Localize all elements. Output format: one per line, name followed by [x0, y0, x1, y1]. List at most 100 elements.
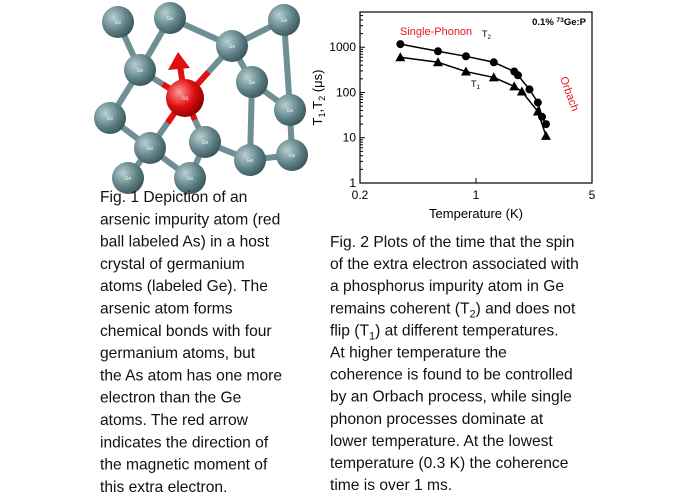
series-line — [400, 56, 547, 137]
caption-line: electron than the Ge — [100, 390, 241, 407]
atom-label: Ge — [167, 16, 174, 22]
caption-line: lower temperature. At the lowest — [330, 433, 553, 450]
text-segment: by an Orbach process, while single — [330, 389, 572, 406]
atom-label: Ge — [115, 20, 122, 26]
text-segment: lower temperature. At the lowest — [330, 433, 553, 450]
text-segment: coherence is found to be controlled — [330, 367, 573, 384]
annotation: Orbach — [557, 75, 581, 113]
data-point — [432, 57, 443, 67]
ge-atom — [189, 126, 221, 158]
moment-arrow-head — [168, 52, 190, 70]
caption-line: atoms. The red arrow — [100, 412, 249, 429]
caption-line: the As atom has one more — [100, 367, 282, 384]
text-segment: ) at different temperatures. — [375, 322, 558, 339]
molecule-image: Ge Ge Ge Ge Ge Ge Ge Ge Ge Ge Ge Ge Ge Ge As — [94, 2, 308, 194]
text-segment: remains coherent (T — [330, 300, 470, 317]
annotation: T1 — [471, 79, 481, 91]
sample-label: 0.1% 73Ge:P — [532, 17, 587, 28]
data-point — [533, 98, 542, 107]
data-point — [489, 58, 498, 67]
x-tick-label: 0.2 — [352, 188, 369, 202]
caption-line: coherence is found to be controlled — [330, 367, 573, 384]
annotation: T2 — [482, 29, 492, 41]
caption-line: of the extra electron associated with — [330, 256, 579, 273]
atom-label: Ge — [287, 108, 294, 114]
x-axis-label: Temperature (K) — [429, 206, 523, 221]
atom-label: Ge — [125, 176, 132, 182]
text-segment: 2 — [488, 34, 492, 41]
ge-atom — [102, 6, 134, 38]
text-segment: a phosphorus impurity atom in Ge — [330, 278, 564, 295]
data-point — [532, 106, 543, 116]
data-point — [395, 52, 406, 62]
caption-line: phonon processes dominate at — [330, 411, 544, 428]
text-segment: Ge:P — [564, 17, 587, 28]
ge-atom — [268, 4, 300, 36]
text-segment: ,T — [310, 101, 325, 113]
atom-label: Ge — [187, 176, 194, 182]
ge-atom — [174, 162, 206, 194]
caption-line: crystal of germanium — [100, 256, 245, 273]
text-segment: T — [482, 29, 488, 39]
data-point — [396, 40, 405, 49]
text-segment: temperature (0.3 K) the coherence — [330, 455, 568, 472]
atom-label: Ge — [107, 116, 114, 122]
caption-line: a phosphorus impurity atom in Ge — [330, 278, 564, 295]
text-segment: (μs) — [310, 70, 325, 96]
atom-label: Ge — [202, 140, 209, 146]
atom-label: Ge — [281, 18, 288, 24]
as-atom — [166, 79, 204, 117]
data-point — [488, 72, 499, 82]
text-segment: Fig. 2 Plots of the time that the spin — [330, 234, 574, 251]
ge-atom — [236, 66, 268, 98]
text-segment: T — [310, 117, 325, 125]
data-point — [516, 86, 527, 96]
text-segment: 73 — [556, 17, 564, 24]
y-axis-label: T1,T2 (μs) — [310, 70, 327, 126]
text-segment: phonon processes dominate at — [330, 411, 544, 428]
ge-atom — [276, 139, 308, 171]
atom-label: Ge — [229, 44, 236, 50]
data-point — [509, 81, 520, 91]
ge-atom — [112, 162, 144, 194]
caption-line: time is over 1 ms. — [330, 477, 452, 494]
data-point — [433, 47, 442, 56]
ge-atom — [154, 2, 186, 34]
ge-atom — [134, 132, 166, 164]
ge-atom — [274, 94, 306, 126]
y-tick-label: 1 — [349, 176, 356, 190]
data-point — [513, 71, 522, 80]
data-point — [460, 66, 471, 76]
x-tick-label: 1 — [473, 188, 480, 202]
text-segment: 1 — [369, 330, 375, 342]
text-segment: At higher temperature the — [330, 345, 507, 362]
data-point — [461, 52, 470, 61]
y-tick-label: 100 — [336, 85, 356, 99]
caption-line: temperature (0.3 K) the coherence — [330, 455, 568, 472]
y-tick-label: 10 — [343, 131, 357, 145]
text-segment: 2 — [317, 96, 327, 101]
figure2-caption: Fig. 2 Plots of the time that the spin of… — [330, 234, 579, 494]
ge-atom — [234, 144, 266, 176]
plot-frame — [359, 11, 593, 184]
caption-line: this extra electron. — [100, 479, 227, 496]
caption-line: atoms (labeled Ge). The — [100, 278, 268, 295]
text-segment: flip (T — [330, 322, 369, 339]
atom-label: Ge — [147, 146, 154, 152]
annotation: Single-Phonon — [400, 26, 472, 38]
text-segment: of the extra electron associated with — [330, 256, 579, 273]
text-segment: time is over 1 ms. — [330, 477, 452, 494]
text-segment: 1 — [317, 112, 327, 117]
caption-line: Fig. 1 Depiction of an — [100, 189, 247, 206]
y-tick-label: 1000 — [329, 40, 356, 54]
text-segment: 2 — [470, 308, 476, 320]
caption-line: Fig. 2 Plots of the time that the spin — [330, 234, 574, 251]
data-point — [541, 120, 550, 129]
atom-label: As — [181, 96, 188, 102]
caption-line: arsenic atom forms — [100, 301, 233, 318]
atom-label: Ge — [249, 80, 256, 86]
x-tick-label: 5 — [589, 188, 596, 202]
caption-line: chemical bonds with four — [100, 323, 272, 340]
